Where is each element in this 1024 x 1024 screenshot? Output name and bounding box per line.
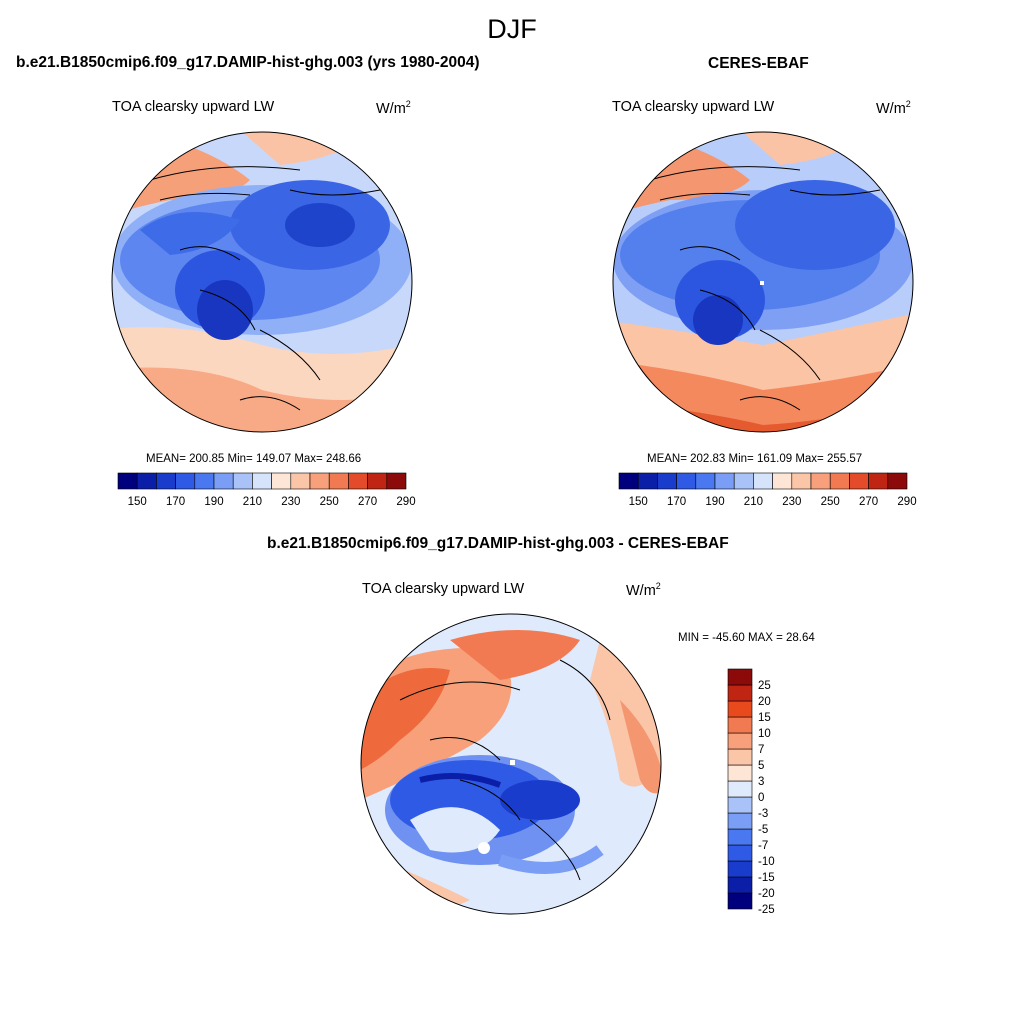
panel-1-variable: TOA clearsky upward LW [112,99,275,115]
colorbar-tick-label: 290 [396,496,415,508]
colorbar-ceres: 150 170 190 210 230 250 270 290 [618,472,917,508]
colorbar-tick-label: 5 [758,760,764,772]
colorbar-tick-label: -15 [758,872,775,884]
colorbar-swatch [727,684,753,702]
colorbar-tick-label: 7 [758,744,764,756]
panel-1-units: W/m2 [376,99,411,117]
diff-panel-units: W/m2 [626,581,661,599]
colorbar-swatch [194,472,215,490]
colorbar-tick-label: -20 [758,888,775,900]
colorbar-tick-label: 10 [758,728,771,740]
colorbar-model: 150 170 190 210 230 250 270 290 [117,472,416,508]
colorbar-tick-label: 210 [243,496,262,508]
colorbar-tick-label: 290 [897,496,916,508]
colorbar-swatch [887,472,908,490]
colorbar-tick-label: -25 [758,904,775,916]
colorbar-tick-label: 210 [744,496,763,508]
panel-2-stats: MEAN= 202.83 Min= 161.09 Max= 255.57 [647,453,863,465]
colorbar-swatch [727,748,753,766]
colorbar-tick-label: 25 [758,680,771,692]
colorbar-swatch [175,472,196,490]
colorbar-swatch [727,716,753,734]
colorbar-tick-label: 15 [758,712,771,724]
colorbar-swatch [714,472,735,490]
colorbar-swatch [727,668,753,686]
panel-1-stats: MEAN= 200.85 Min= 149.07 Max= 248.66 [146,453,362,465]
diff-minmax: MIN = -45.60 MAX = 28.64 [678,632,815,644]
colorbar-tick-label: 0 [758,792,764,804]
colorbar-tick-label: 250 [821,496,840,508]
colorbar-swatch [252,472,272,490]
colorbar-tick-label: 270 [358,496,377,508]
colorbar-swatch [727,892,753,910]
colorbar-swatch [727,764,753,782]
colorbar-swatch [868,472,889,490]
colorbar-tick-label: 250 [320,496,339,508]
colorbar-swatch [727,844,753,862]
colorbar-swatch [367,472,388,490]
colorbar-swatch [637,472,658,490]
colorbar-tick-label: 170 [667,496,686,508]
colorbar-swatch [791,472,812,490]
colorbar-swatch [829,472,850,490]
colorbar-tick-label: 150 [128,496,147,508]
colorbar-swatch [849,472,869,490]
colorbar-difference: 25 20 15 10 7 5 3 0 -3 -5 -7 -10 -15 -20 -25 [727,668,775,916]
colorbar-tick-label: -10 [758,856,775,868]
colorbar-tick-label: 20 [758,696,771,708]
colorbar-swatch [156,472,176,490]
panel-2-variable: TOA clearsky upward LW [612,99,775,115]
colorbar-swatch [727,732,753,750]
colorbar-swatch [695,472,716,490]
colorbar-swatch [328,472,349,490]
colorbar-swatch [271,472,292,490]
polar-map-ceres [612,131,914,433]
colorbar-swatch [727,812,753,830]
colorbar-swatch [290,472,311,490]
colorbar-swatch [727,780,753,798]
colorbar-tick-label: 190 [204,496,223,508]
colorbar-tick-label: -3 [758,808,768,820]
colorbar-swatch [676,472,697,490]
colorbar-tick-label: 150 [629,496,648,508]
season-title: DJF [487,14,537,44]
colorbar-tick-label: -7 [758,840,768,852]
colorbar-swatch [727,876,753,894]
colorbar-tick-label: 270 [859,496,878,508]
colorbar-tick-label: 230 [782,496,801,508]
panel-2-units: W/m2 [876,99,911,117]
colorbar-tick-label: 3 [758,776,764,788]
colorbar-swatch [348,472,368,490]
colorbar-swatch [727,860,753,878]
colorbar-swatch [810,472,831,490]
diff-panel-variable: TOA clearsky upward LW [362,581,525,597]
colorbar-tick-label: 170 [166,496,185,508]
colorbar-swatch [136,472,157,490]
colorbar-swatch [232,472,253,490]
colorbar-swatch [117,472,138,490]
colorbar-swatch [753,472,773,490]
colorbar-swatch [213,472,234,490]
colorbar-tick-label: 190 [705,496,724,508]
colorbar-swatch [657,472,677,490]
colorbar-tick-label: -5 [758,824,768,836]
colorbar-swatch [772,472,793,490]
panel-2-title: CERES-EBAF [708,55,809,72]
colorbar-tick-label: 230 [281,496,300,508]
colorbar-swatch [727,796,753,814]
colorbar-swatch [309,472,330,490]
colorbar-swatch [618,472,639,490]
panel-1-title: b.e21.B1850cmip6.f09_g17.DAMIP-hist-ghg.… [16,54,480,71]
colorbar-swatch [386,472,407,490]
colorbar-swatch [727,700,753,718]
polar-map-model [111,131,413,433]
colorbar-swatch [733,472,754,490]
diff-panel-title: b.e21.B1850cmip6.f09_g17.DAMIP-hist-ghg.… [267,535,729,552]
colorbar-swatch [727,828,753,846]
polar-map-difference [360,613,662,915]
